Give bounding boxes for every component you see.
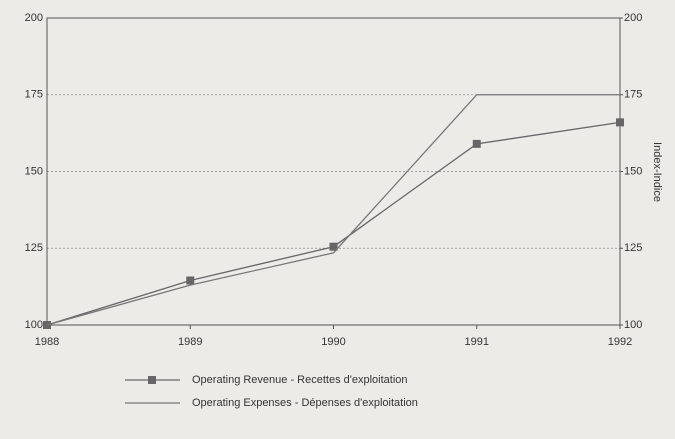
- legend-marker: [148, 376, 156, 384]
- y2-tick-label: 200: [624, 12, 642, 24]
- series-line: [46, 94, 620, 326]
- data-point: [329, 242, 338, 251]
- y-tick-label: 150: [25, 165, 43, 177]
- legend-label: Operating Revenue - Recettes d'exploitat…: [192, 374, 408, 386]
- x-tick-label: 1989: [178, 336, 202, 348]
- y-tick-label: 175: [25, 89, 43, 101]
- y-tick-label: 200: [25, 12, 43, 24]
- y2-tick-label: 125: [624, 242, 642, 254]
- y-tick-label: 125: [25, 242, 43, 254]
- x-tick-label: 1988: [35, 336, 59, 348]
- x-tick-label: 1992: [608, 336, 632, 348]
- y-tick-label: 100: [25, 319, 43, 331]
- data-point: [472, 139, 481, 148]
- x-tick-label: 1991: [465, 336, 489, 348]
- legend-label: Operating Expenses - Dépenses d'exploita…: [192, 397, 418, 409]
- data-point: [616, 118, 624, 127]
- x-tick-label: 1990: [321, 336, 345, 348]
- y2-axis-label: Index-Indice: [651, 142, 663, 202]
- y2-tick-label: 150: [624, 165, 642, 177]
- y2-tick-label: 100: [624, 319, 642, 331]
- y2-tick-label: 175: [624, 89, 642, 101]
- data-point: [186, 276, 195, 285]
